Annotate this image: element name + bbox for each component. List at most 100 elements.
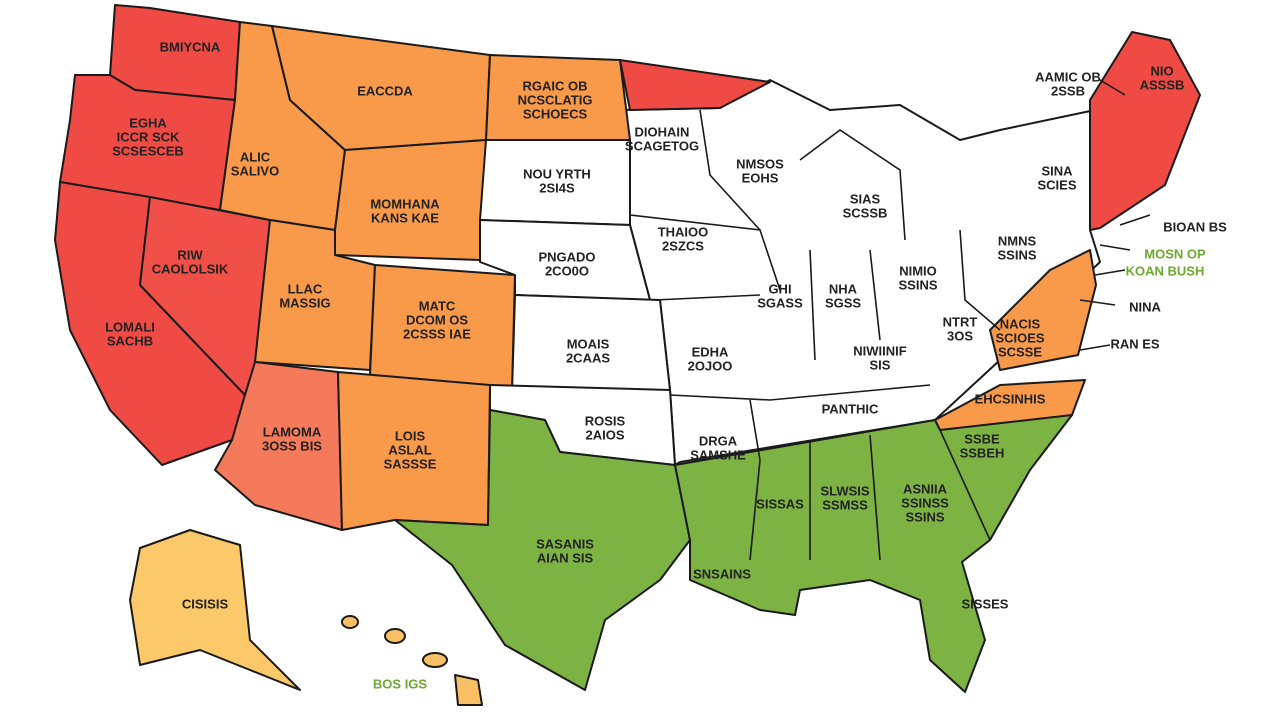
- map-label: SASSSE: [384, 456, 437, 471]
- map-label: SSINS: [898, 277, 937, 292]
- map-label: LAMOMA: [263, 424, 322, 439]
- map-label: RIW: [177, 247, 203, 262]
- map-label: 2SI4S: [539, 180, 575, 195]
- map-label: 2CO0O: [545, 263, 589, 278]
- map-label: NIMIO: [899, 263, 937, 278]
- map-label: NCSCLATIG: [518, 92, 593, 107]
- map-label: SSINS: [997, 247, 1036, 262]
- map-label: CAOLOLSIK: [152, 261, 229, 276]
- map-label: ROSIS: [585, 413, 626, 428]
- state-wy: [334, 139, 487, 261]
- map-label: 2CAAS: [566, 350, 610, 365]
- map-label: SCSSE: [998, 344, 1042, 359]
- leader-lines: [1079, 79, 1151, 351]
- map-label: SCIES: [1037, 177, 1076, 192]
- map-label: AIAN SIS: [537, 550, 594, 565]
- region-northeast: [1089, 31, 1201, 231]
- map-label: SAMSHE: [690, 447, 746, 462]
- map-label: AAMIC OB: [1035, 69, 1101, 84]
- map-label: NHA: [829, 281, 858, 296]
- map-label: NTRT: [943, 314, 978, 329]
- map-label: EACCDA: [357, 83, 413, 98]
- map-label: CISISIS: [182, 596, 229, 611]
- map-label: SSBE: [964, 431, 1000, 446]
- map-label: NINA: [1129, 299, 1161, 314]
- map-label: ICCR SCK: [117, 129, 180, 144]
- map-label: RAN ES: [1110, 336, 1159, 351]
- map-label: KANS KAE: [371, 210, 439, 225]
- map-label: SINA: [1041, 163, 1073, 178]
- map-label: SIAS: [850, 191, 881, 206]
- map-label: 3OS: [947, 328, 973, 343]
- map-label: SIS: [870, 357, 891, 372]
- map-label: SSMSS: [822, 497, 868, 512]
- map-label: NMNS: [998, 233, 1037, 248]
- island: [341, 615, 359, 629]
- map-label: 2SZCS: [662, 238, 704, 253]
- map-label: ALIC: [240, 149, 271, 164]
- map-label: SCHOECS: [523, 106, 588, 121]
- state-mn: [619, 59, 771, 111]
- map-label: NIO: [1150, 63, 1173, 78]
- map-label: 2CSSS IAE: [403, 326, 471, 341]
- map-label: SNSAINS: [693, 566, 751, 581]
- island: [384, 628, 406, 644]
- map-label: THAIOO: [658, 224, 709, 239]
- map-label: BOS IGS: [373, 676, 428, 691]
- map-label: NACIS: [1000, 316, 1041, 331]
- map-label: SGASS: [757, 295, 803, 310]
- map-label: SLWSIS: [820, 483, 869, 498]
- map-label: SCIOES: [995, 330, 1044, 345]
- map-label: SGSS: [825, 295, 861, 310]
- map-label: SSBEH: [960, 445, 1005, 460]
- map-label: 2OJOO: [688, 358, 733, 373]
- map-label: ASLAL: [388, 442, 431, 457]
- map-label: EDHA: [692, 344, 729, 359]
- map-label: RGAIC OB: [523, 78, 588, 93]
- state-borders: [629, 109, 1001, 561]
- map-label: MOMHANA: [370, 196, 440, 211]
- map-label: DCOM OS: [406, 312, 468, 327]
- state-ak: [129, 529, 301, 691]
- map-label: SCSSB: [843, 205, 888, 220]
- island: [422, 652, 448, 668]
- map-label: BMIYCNA: [160, 39, 221, 54]
- map-label: 2AIOS: [585, 427, 624, 442]
- map-label: LLAC: [288, 281, 323, 296]
- region-mid-atlantic: [989, 249, 1097, 371]
- map-label: BIOAN BS: [1163, 219, 1227, 234]
- map-label: ASNIIA: [903, 481, 948, 496]
- map-label: NIWIINIF: [853, 343, 906, 358]
- map-label: EOHS: [742, 170, 779, 185]
- region-southeast: [674, 414, 1073, 693]
- map-label: LOMALI: [105, 319, 155, 334]
- map-label: EGHA: [129, 115, 167, 130]
- map-label: MOSN OP: [1144, 246, 1206, 261]
- map-label: SSINSS: [901, 495, 949, 510]
- map-label: SISSES: [962, 596, 1009, 611]
- state-tx: [394, 409, 691, 691]
- map-label: SASANIS: [536, 536, 594, 551]
- map-label: 2SSB: [1051, 83, 1085, 98]
- map-label: SISSAS: [756, 496, 804, 511]
- map-label: MATC: [419, 298, 456, 313]
- map-label: NMSOS: [736, 156, 784, 171]
- map-label: EHCSINHIS: [975, 391, 1046, 406]
- map-label: NOU YRTH: [523, 166, 591, 181]
- state-nc: [934, 379, 1086, 431]
- map-label: MASSIG: [279, 295, 330, 310]
- map-label: SALIVO: [231, 163, 279, 178]
- map-label: ASSSB: [1140, 77, 1185, 92]
- map-label: GHI: [768, 281, 791, 296]
- map-label: KOAN BUSH: [1126, 263, 1205, 278]
- map-label: MOAIS: [567, 336, 610, 351]
- map-label: SSINS: [905, 509, 944, 524]
- island: [454, 674, 483, 706]
- map-label: SCSESCEB: [112, 143, 184, 158]
- map-label: PNGADO: [538, 249, 595, 264]
- map-label: LOIS: [395, 428, 426, 443]
- map-label: SCAGETOG: [625, 138, 699, 153]
- map-label: 3OSS BIS: [262, 438, 322, 453]
